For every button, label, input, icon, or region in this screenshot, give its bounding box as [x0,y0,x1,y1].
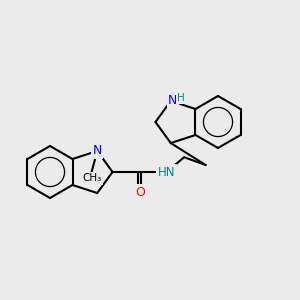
Text: HN: HN [158,166,175,178]
Text: CH₃: CH₃ [82,173,101,183]
Text: O: O [136,185,146,199]
Text: N: N [93,145,102,158]
Text: N: N [168,94,177,107]
Text: H: H [177,93,184,103]
